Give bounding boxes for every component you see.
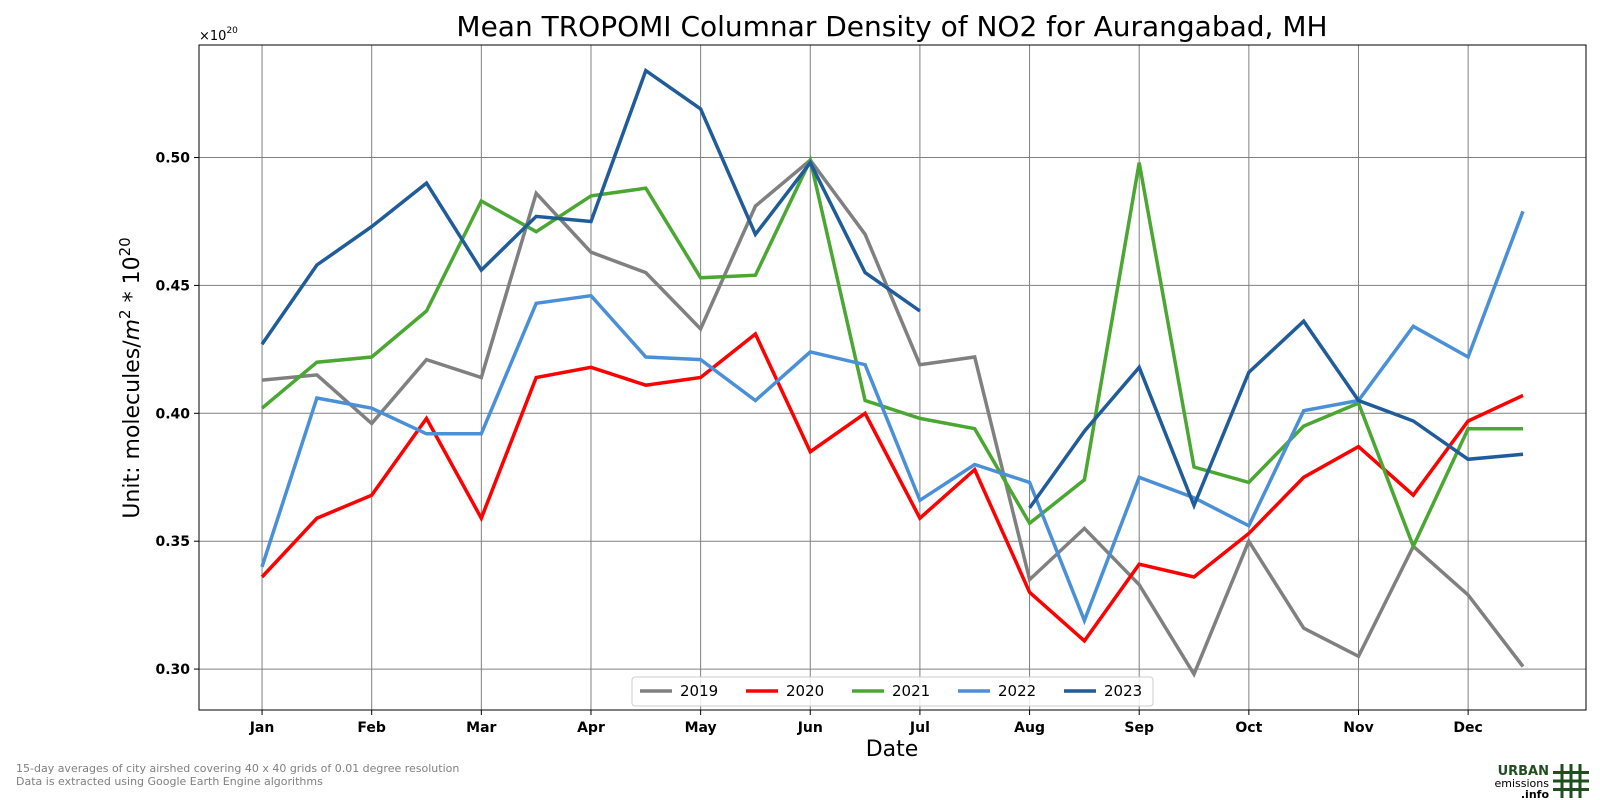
x-tick-label: Nov	[1343, 720, 1373, 736]
series-line-2019	[261, 157, 1525, 679]
legend-label-2019: 2019	[680, 682, 718, 700]
x-tick-label: Jun	[797, 720, 823, 736]
logo-line-1: URBAN	[1498, 764, 1549, 779]
logo-grid-icon	[1553, 764, 1589, 798]
series-line-2023	[1028, 318, 1524, 511]
x-tick-label: Oct	[1235, 720, 1262, 736]
x-tick-label: Sep	[1124, 720, 1154, 736]
x-tick-label: Jul	[909, 720, 930, 736]
y-axis-label-unit: m	[120, 319, 145, 340]
series-line-2021	[260, 154, 1523, 551]
y-offset-base: ×10	[199, 29, 226, 44]
x-axis-label: Date	[866, 737, 919, 762]
legend-box	[631, 676, 1154, 707]
x-tick-label: Mar	[466, 720, 496, 736]
y-tick-label: 0.35	[155, 534, 190, 550]
y-axis-label-mid: * 10	[120, 256, 145, 309]
y-tick-labels: 0.30 0.35 0.40 0.45 0.50	[155, 151, 190, 679]
y-offset-label: ×1020	[199, 26, 238, 44]
y-axis-label-prefix: Unit: molecules/	[120, 340, 145, 519]
y-axis-label: Unit: molecules/m2 * 1020	[116, 237, 145, 518]
y-axis-label-sup: 20	[116, 237, 134, 256]
footnote-line-2: Data is extracted using Google Earth Eng…	[16, 775, 323, 788]
footnote-line-1: 15-day averages of city airshed covering…	[16, 762, 459, 775]
x-tick-labels: Jan Feb Mar Apr May Jun Jul Aug Sep Oct Nov Dec	[249, 720, 1483, 736]
x-tick-label: Apr	[577, 720, 605, 736]
legend-label-2020: 2020	[786, 682, 824, 700]
series-line-2022	[260, 210, 1525, 626]
y-tick-label: 0.40	[155, 406, 190, 422]
chart-title: Mean TROPOMI Columnar Density of NO2 for…	[456, 10, 1327, 43]
x-tick-label: Jan	[249, 720, 275, 736]
legend: 2019 2020 2021 2022 2023	[631, 676, 1154, 707]
x-tick-label: Aug	[1014, 720, 1045, 736]
x-tick-label: Dec	[1453, 720, 1482, 736]
legend-label-2021: 2021	[892, 682, 930, 700]
series-line-2023	[260, 67, 921, 346]
y-axis-label-unit-sup: 2	[116, 309, 134, 319]
legend-label-2022: 2022	[998, 682, 1036, 700]
x-tick-label: May	[685, 720, 717, 736]
logo-line-3: .info	[1521, 788, 1550, 800]
urban-emissions-logo: URBAN emissions .info	[1495, 764, 1589, 800]
series-lines	[260, 67, 1525, 679]
legend-label-2023: 2023	[1104, 682, 1142, 700]
logo-line-2: emissions	[1495, 777, 1550, 790]
x-tick-label: Feb	[357, 720, 386, 736]
y-tick-label: 0.45	[155, 278, 190, 294]
y-offset-exp: 20	[226, 26, 238, 36]
series-line-2020	[260, 331, 1524, 644]
y-tick-label: 0.50	[155, 151, 190, 167]
plot-frame	[198, 44, 1587, 711]
grid-lines	[194, 45, 1586, 715]
y-tick-label: 0.30	[155, 662, 190, 678]
